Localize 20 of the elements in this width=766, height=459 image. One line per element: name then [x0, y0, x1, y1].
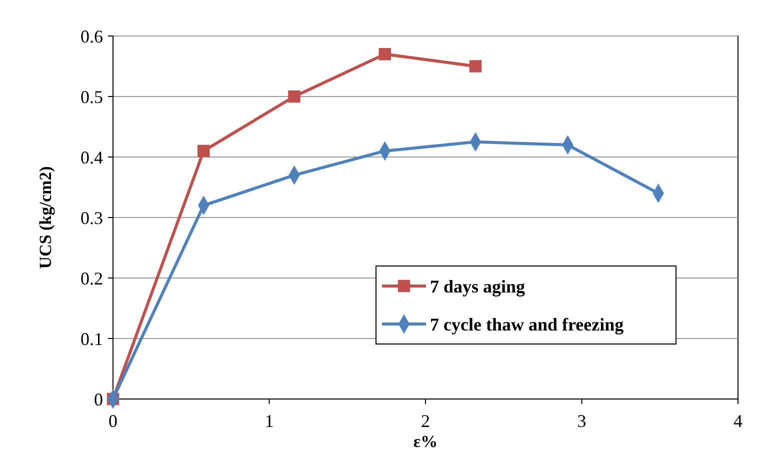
y-tick-label: 0.1: [80, 328, 103, 349]
y-tick-label: 0.4: [80, 147, 103, 168]
y-tick-label: 0.3: [80, 208, 103, 228]
point: [288, 90, 300, 103]
x-tick-label: 2: [421, 411, 430, 431]
x-tick-label: 0: [108, 411, 118, 431]
x-axis-title: ε%: [413, 432, 438, 451]
legend-label: 7 days aging: [430, 276, 526, 296]
x-tick-label: 4: [734, 411, 742, 431]
y-tick-label: 0.5: [80, 86, 103, 107]
point: [469, 60, 482, 72]
x-tick-label: 3: [577, 411, 586, 431]
point: [198, 144, 210, 158]
x-tick-label: 1: [264, 411, 274, 431]
point: [378, 48, 391, 60]
legend-label: 7 cycle thaw and freezing: [430, 314, 624, 334]
y-tick-label: 0: [94, 389, 103, 410]
y-axis-title: UCS (kg/cm2): [36, 166, 55, 269]
y-tick-label: 0.6: [80, 26, 103, 46]
y-tick-label: 0.2: [80, 268, 103, 288]
